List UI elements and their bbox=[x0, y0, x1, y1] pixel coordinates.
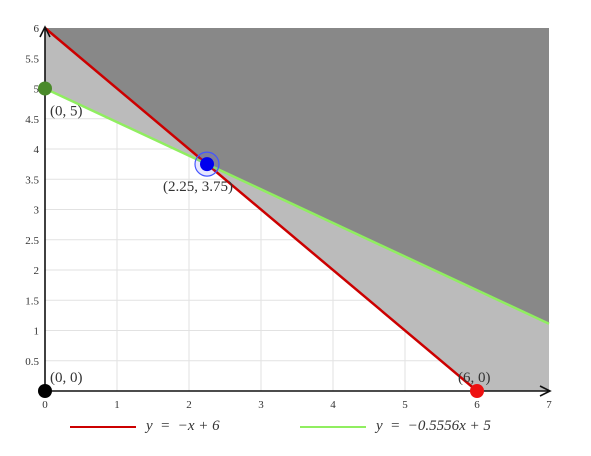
x-tick-label: 1 bbox=[114, 399, 120, 411]
x-axis-arrow bbox=[539, 385, 552, 397]
y-tick-label: 4.5 bbox=[25, 114, 39, 126]
point-label: (0, 0) bbox=[50, 370, 83, 386]
point-label: (6, 0) bbox=[458, 370, 491, 386]
legend-item-line-2: y = −0.5556x + 5 bbox=[300, 418, 491, 435]
x-tick-label: 6 bbox=[474, 399, 480, 411]
shaded-region-1 bbox=[45, 28, 549, 324]
y-tick-label: 3 bbox=[34, 205, 40, 217]
data-point bbox=[200, 157, 214, 172]
data-point bbox=[38, 384, 52, 398]
y-tick-label: 1 bbox=[34, 326, 40, 338]
y-tick-label: 1.5 bbox=[25, 295, 39, 307]
shaded-region-3 bbox=[207, 164, 549, 391]
legend-swatch-red bbox=[70, 425, 136, 428]
chart-legend: y = −x + 6 y = −0.5556x + 5 bbox=[0, 418, 591, 448]
series-line-1 bbox=[44, 27, 478, 392]
legend-item-line-1: y = −x + 6 bbox=[70, 418, 220, 435]
x-tick-label: 0 bbox=[42, 399, 48, 411]
y-tick-label: 0.5 bbox=[25, 356, 39, 368]
legend-label-line-2: y = −0.5556x + 5 bbox=[376, 418, 491, 434]
y-tick-label: 4 bbox=[34, 144, 40, 156]
x-tick-label: 7 bbox=[546, 399, 552, 411]
x-tick-label: 4 bbox=[330, 399, 336, 411]
point-label: (0, 5) bbox=[50, 104, 83, 120]
chart-plot: 0 1 2 3 4 5 6 7 0.5 1 1.5 2 2.5 3 3.5 4 4.5 5 5.5 6 (0, 0) (0… bbox=[25, 23, 552, 411]
x-tick-label: 2 bbox=[186, 399, 192, 411]
y-tick-label: 2 bbox=[34, 265, 40, 277]
data-point bbox=[38, 81, 52, 96]
y-tick-label: 2.5 bbox=[25, 235, 39, 247]
x-tick-label: 3 bbox=[258, 399, 264, 411]
y-axis-arrow bbox=[39, 25, 51, 38]
y-tick-label: 5 bbox=[34, 84, 40, 96]
y-tick-label: 6 bbox=[34, 23, 40, 35]
point-label: (2.25, 3.75) bbox=[163, 179, 233, 195]
y-tick-label: 5.5 bbox=[25, 53, 39, 65]
legend-label-line-1: y = −x + 6 bbox=[146, 418, 220, 434]
series-line-2 bbox=[44, 87, 550, 325]
legend-swatch-green bbox=[300, 425, 366, 428]
data-point bbox=[470, 384, 484, 398]
y-tick-label: 3.5 bbox=[25, 174, 39, 186]
x-tick-label: 5 bbox=[402, 399, 408, 411]
